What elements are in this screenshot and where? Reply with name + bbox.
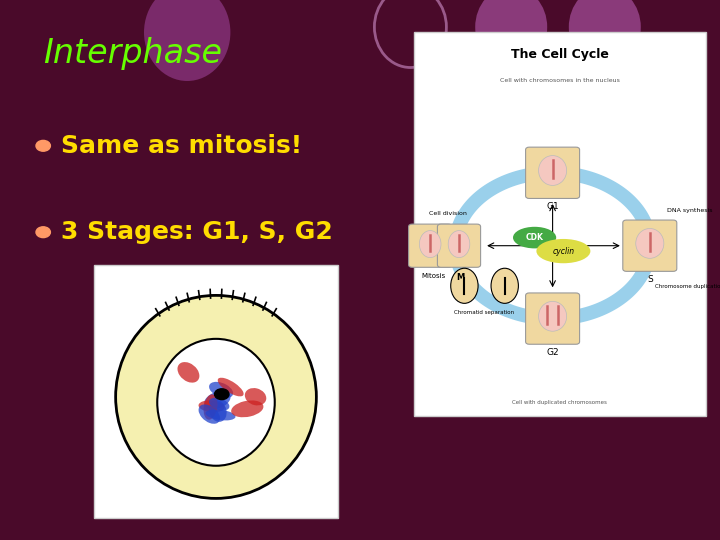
Text: Cell division: Cell division xyxy=(429,211,467,216)
Text: S: S xyxy=(647,275,652,284)
Text: G1: G1 xyxy=(546,202,559,211)
Ellipse shape xyxy=(209,400,227,422)
Ellipse shape xyxy=(448,231,469,258)
Ellipse shape xyxy=(451,268,478,303)
Text: Mitosis: Mitosis xyxy=(422,273,446,279)
Bar xyxy=(94,265,338,518)
Ellipse shape xyxy=(217,377,243,396)
Ellipse shape xyxy=(491,268,518,303)
Text: DNA synthesis: DNA synthesis xyxy=(667,208,712,213)
Ellipse shape xyxy=(419,231,441,258)
Ellipse shape xyxy=(204,394,217,420)
Ellipse shape xyxy=(177,362,199,383)
Text: cyclin: cyclin xyxy=(552,247,575,255)
Text: 3 Stages: G1, S, G2: 3 Stages: G1, S, G2 xyxy=(61,220,333,244)
FancyBboxPatch shape xyxy=(526,293,580,345)
Text: Chromatid separation: Chromatid separation xyxy=(454,310,515,315)
Ellipse shape xyxy=(144,0,230,81)
Circle shape xyxy=(36,140,50,151)
Bar xyxy=(414,32,706,416)
FancyBboxPatch shape xyxy=(438,224,481,267)
Ellipse shape xyxy=(245,388,266,406)
Ellipse shape xyxy=(513,227,556,248)
Text: Interphase: Interphase xyxy=(43,37,222,71)
FancyBboxPatch shape xyxy=(623,220,677,271)
Ellipse shape xyxy=(636,228,664,258)
Text: Same as mitosis!: Same as mitosis! xyxy=(61,134,302,158)
Ellipse shape xyxy=(157,339,275,465)
Ellipse shape xyxy=(539,156,567,185)
Text: Cell with duplicated chromosomes: Cell with duplicated chromosomes xyxy=(513,400,607,405)
Ellipse shape xyxy=(539,301,567,331)
Ellipse shape xyxy=(569,0,641,68)
Ellipse shape xyxy=(475,0,547,68)
Text: The Cell Cycle: The Cell Cycle xyxy=(511,48,608,60)
Text: Cell with chromosomes in the nucleus: Cell with chromosomes in the nucleus xyxy=(500,78,620,84)
Text: CDK: CDK xyxy=(526,233,544,242)
Ellipse shape xyxy=(231,401,264,417)
Ellipse shape xyxy=(209,382,233,398)
Circle shape xyxy=(215,389,229,400)
Text: G2: G2 xyxy=(546,348,559,357)
Ellipse shape xyxy=(536,239,590,263)
Ellipse shape xyxy=(199,400,225,412)
Ellipse shape xyxy=(116,295,316,498)
Text: M: M xyxy=(456,273,464,282)
FancyBboxPatch shape xyxy=(408,224,452,267)
Circle shape xyxy=(36,227,50,238)
Ellipse shape xyxy=(205,409,235,421)
FancyBboxPatch shape xyxy=(526,147,580,199)
Ellipse shape xyxy=(209,398,230,410)
Text: Chromosome duplication: Chromosome duplication xyxy=(655,284,720,288)
Ellipse shape xyxy=(204,391,230,409)
Ellipse shape xyxy=(199,404,220,424)
